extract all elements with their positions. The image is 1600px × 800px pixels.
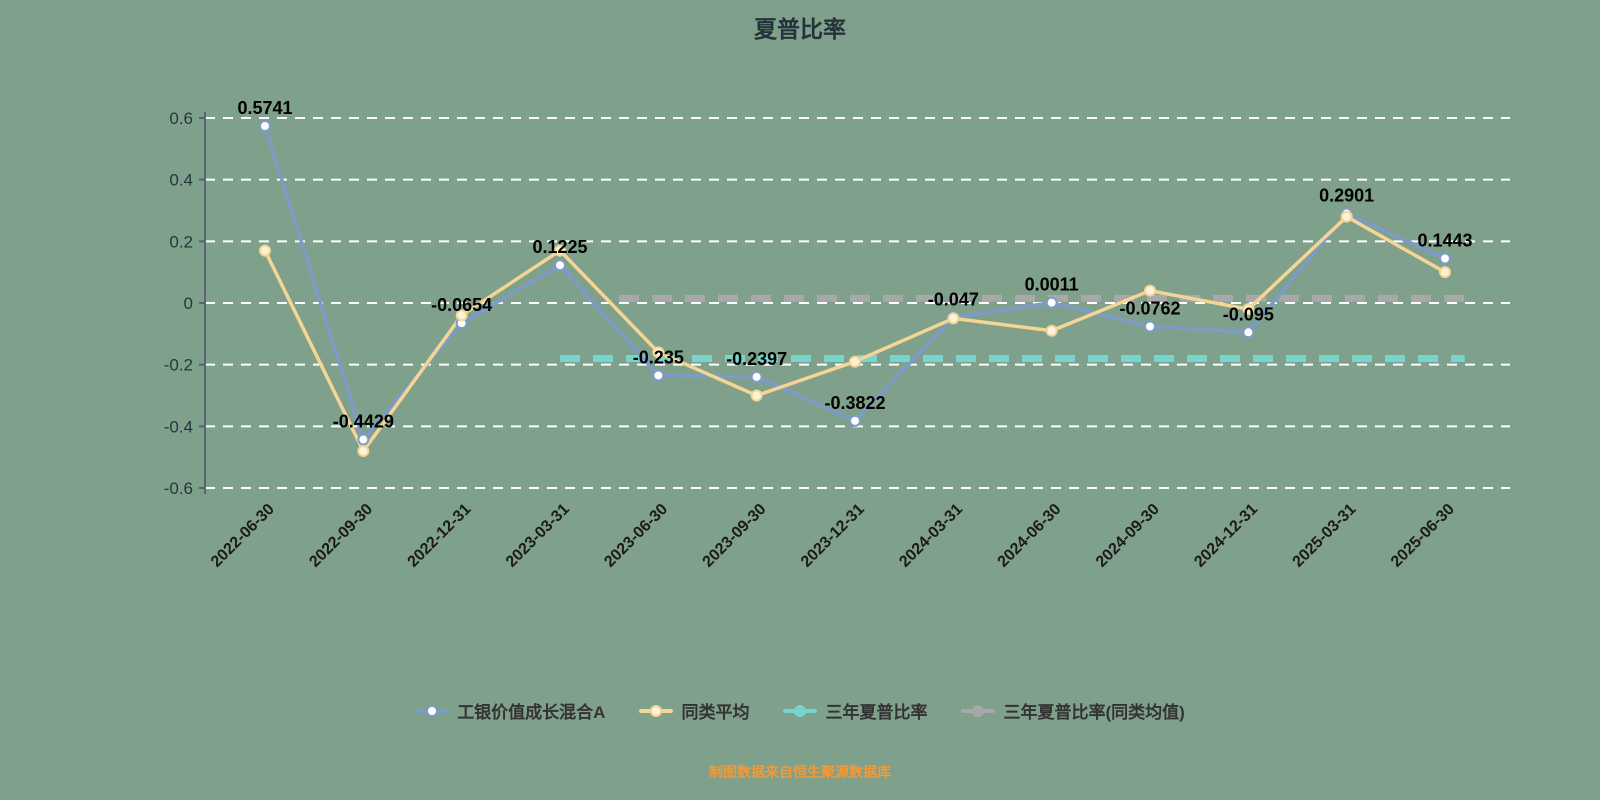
svg-text:-0.2397: -0.2397 [726,349,787,369]
svg-text:-0.3822: -0.3822 [824,393,885,413]
chart-title: 夏普比率 [754,16,846,42]
legend-item-category-average[interactable]: 同类平均 [639,698,749,723]
fund-line-marker-icon [415,704,450,718]
svg-text:2024-09-30: 2024-09-30 [1093,501,1163,571]
svg-text:-0.4: -0.4 [164,417,193,436]
svg-text:2022-09-30: 2022-09-30 [306,501,376,571]
svg-text:2023-09-30: 2023-09-30 [700,501,770,571]
svg-text:-0.0762: -0.0762 [1119,298,1180,318]
svg-text:2025-06-30: 2025-06-30 [1388,501,1458,571]
data-source-note: 制图数据来自恒生聚源数据库 [709,764,891,780]
svg-text:0: 0 [184,294,193,313]
three-year-sharpe-marker-icon [783,704,818,718]
svg-text:2022-12-31: 2022-12-31 [405,501,475,571]
legend-item-fund[interactable]: 工银价值成长混合A [415,698,605,723]
svg-text:2023-06-30: 2023-06-30 [601,501,671,571]
legend-item-3yr-sharpe[interactable]: 三年夏普比率 [783,698,927,723]
svg-text:2023-12-31: 2023-12-31 [798,501,868,571]
legend-item-3yr-sharpe-average[interactable]: 三年夏普比率(同类均值) [961,698,1185,723]
svg-text:-0.6: -0.6 [164,479,193,498]
svg-text:0.5741: 0.5741 [237,98,292,118]
svg-text:-0.2: -0.2 [164,356,193,375]
sharpe-ratio-line-chart: 0.6 0.4 0.2 0 -0.2 -0.4 -0.6 0.5741 -0.4429 -0.06… [164,98,1510,571]
svg-text:0.6: 0.6 [169,109,193,128]
svg-text:0.0011: 0.0011 [1025,275,1079,295]
svg-text:0.1443: 0.1443 [1417,231,1472,251]
svg-text:0.2901: 0.2901 [1319,186,1374,206]
average-line-marker-icon [639,704,674,718]
svg-text:0.1225: 0.1225 [532,237,587,257]
legend-label: 三年夏普比率 [825,703,928,722]
legend-label: 同类平均 [681,703,750,722]
svg-text:2025-03-31: 2025-03-31 [1290,501,1360,571]
svg-text:2024-12-31: 2024-12-31 [1191,501,1261,571]
legend-label: 工银价值成长混合A [457,703,606,722]
three-year-sharpe-average-marker-icon [961,704,996,718]
svg-text:2024-03-31: 2024-03-31 [896,501,966,571]
svg-text:-0.235: -0.235 [633,347,684,367]
svg-text:-0.047: -0.047 [928,289,979,309]
svg-text:-0.4429: -0.4429 [333,412,394,432]
svg-text:0.2: 0.2 [169,232,193,251]
svg-text:2024-06-30: 2024-06-30 [995,501,1065,571]
svg-text:2022-06-30: 2022-06-30 [208,501,278,571]
svg-text:-0.095: -0.095 [1223,304,1274,324]
legend-label: 三年夏普比率(同类均值) [1003,703,1185,722]
svg-text:-0.0654: -0.0654 [431,295,492,315]
chart-legend: 工银价值成长混合A 同类平均 三年夏普比率 三年夏普比率(同类均值) [0,698,1600,723]
svg-text:0.4: 0.4 [169,171,193,190]
svg-text:2023-03-31: 2023-03-31 [503,501,573,571]
